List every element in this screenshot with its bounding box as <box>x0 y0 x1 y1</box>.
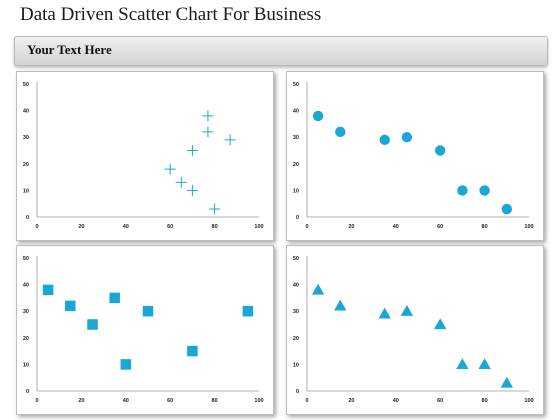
data-point-square <box>87 319 98 330</box>
scatter-chart-triangle: 0 10 20 30 40 50 0 20 40 60 80 100 <box>293 256 534 404</box>
data-point-plus <box>202 110 214 122</box>
x-tick-label: 80 <box>212 398 218 404</box>
data-point-square <box>242 305 254 317</box>
y-tick-label: 30 <box>23 309 29 315</box>
chart-panel-2: 0 10 20 30 40 50 0 20 40 60 80 100 <box>286 71 544 241</box>
scatter-chart-circle: 0 10 20 30 40 50 0 20 40 60 80 100 <box>293 82 534 230</box>
scatter-chart-square: 0 10 20 30 40 50 0 20 40 60 80 100 <box>23 256 264 404</box>
chart-panel-4: 0 10 20 30 40 50 0 20 40 60 80 100 <box>286 245 544 415</box>
data-point-circle <box>479 185 490 196</box>
page-title: Data Driven Scatter Chart For Business <box>20 4 322 25</box>
x-tick-label: 60 <box>437 398 443 404</box>
y-tick-label: 30 <box>293 135 299 141</box>
data-point-circle <box>457 185 468 196</box>
data-point-plus <box>186 184 198 196</box>
chart-panel-3: 0 10 20 30 40 50 0 20 40 60 80 100 <box>16 245 274 415</box>
y-tick-label: 20 <box>23 162 29 168</box>
data-point-triangle <box>434 318 447 330</box>
banner-text: Your Text Here <box>27 42 112 57</box>
data-point-triangle <box>334 299 347 311</box>
data-point-circle <box>335 126 346 138</box>
y-tick-label: 0 <box>296 389 299 395</box>
data-point-square <box>109 292 120 304</box>
y-tick-label: 50 <box>293 82 299 88</box>
data-point-plus <box>224 134 236 146</box>
data-point-triangle <box>378 307 391 319</box>
data-point-square <box>42 284 54 296</box>
data-point-triangle <box>311 283 325 295</box>
data-point-circle <box>501 203 512 215</box>
x-tick-label: 80 <box>482 224 488 230</box>
x-tick-label: 20 <box>348 224 354 230</box>
text-banner: Your Text Here <box>14 36 548 66</box>
x-tick-label: 0 <box>35 224 38 230</box>
scatter-chart-plus: 0 10 20 30 40 50 0 20 40 60 80 100 <box>23 82 264 230</box>
data-point-triangle <box>400 305 414 316</box>
y-tick-label: 50 <box>293 256 299 262</box>
data-point-plus <box>209 203 221 215</box>
data-point-plus <box>175 176 187 188</box>
y-tick-label: 0 <box>296 215 299 221</box>
x-tick-label: 0 <box>305 224 308 230</box>
data-point-square <box>65 300 76 312</box>
data-point-triangle <box>500 376 513 388</box>
data-point-plus <box>164 163 176 175</box>
data-point-circle <box>312 110 324 122</box>
data-point-square <box>187 345 198 357</box>
y-tick-label: 50 <box>23 82 29 88</box>
y-tick-label: 40 <box>23 283 29 289</box>
x-tick-label: 20 <box>78 398 84 404</box>
y-tick-label: 20 <box>293 336 299 342</box>
x-tick-label: 60 <box>167 224 173 230</box>
x-tick-label: 40 <box>123 398 129 404</box>
x-tick-label: 100 <box>524 398 533 404</box>
y-tick-label: 40 <box>293 109 299 115</box>
x-tick-label: 0 <box>35 398 38 404</box>
y-tick-label: 10 <box>23 362 29 368</box>
data-point-triangle <box>478 358 491 370</box>
x-tick-label: 100 <box>254 224 263 230</box>
x-tick-label: 60 <box>167 398 173 404</box>
y-tick-label: 10 <box>293 188 299 194</box>
data-point-plus <box>202 126 214 138</box>
data-point-triangle <box>456 358 469 370</box>
x-tick-label: 0 <box>305 398 308 404</box>
y-tick-label: 20 <box>293 162 299 168</box>
y-tick-label: 0 <box>26 215 29 221</box>
x-tick-label: 80 <box>212 224 218 230</box>
x-tick-label: 40 <box>123 224 129 230</box>
y-tick-label: 40 <box>293 283 299 289</box>
data-point-circle <box>401 132 413 143</box>
data-point-circle <box>379 134 390 146</box>
y-tick-label: 0 <box>26 389 29 395</box>
y-tick-label: 50 <box>23 256 29 262</box>
data-point-plus <box>186 145 198 156</box>
y-tick-label: 30 <box>293 309 299 315</box>
x-tick-label: 20 <box>78 224 84 230</box>
x-tick-label: 80 <box>482 398 488 404</box>
x-tick-label: 20 <box>348 398 354 404</box>
data-point-circle <box>435 145 446 156</box>
y-tick-label: 10 <box>293 362 299 368</box>
chart-panel-1: 0 10 20 30 40 50 0 20 40 60 80 100 <box>16 71 274 241</box>
y-tick-label: 20 <box>23 336 29 342</box>
data-point-square <box>142 305 154 317</box>
y-tick-label: 10 <box>23 188 29 194</box>
x-tick-label: 40 <box>393 398 399 404</box>
y-tick-label: 40 <box>23 109 29 115</box>
x-tick-label: 100 <box>524 224 533 230</box>
x-tick-label: 100 <box>254 398 263 404</box>
x-tick-label: 40 <box>393 224 399 230</box>
x-tick-label: 60 <box>437 224 443 230</box>
y-tick-label: 30 <box>23 135 29 141</box>
data-point-square <box>120 359 132 370</box>
